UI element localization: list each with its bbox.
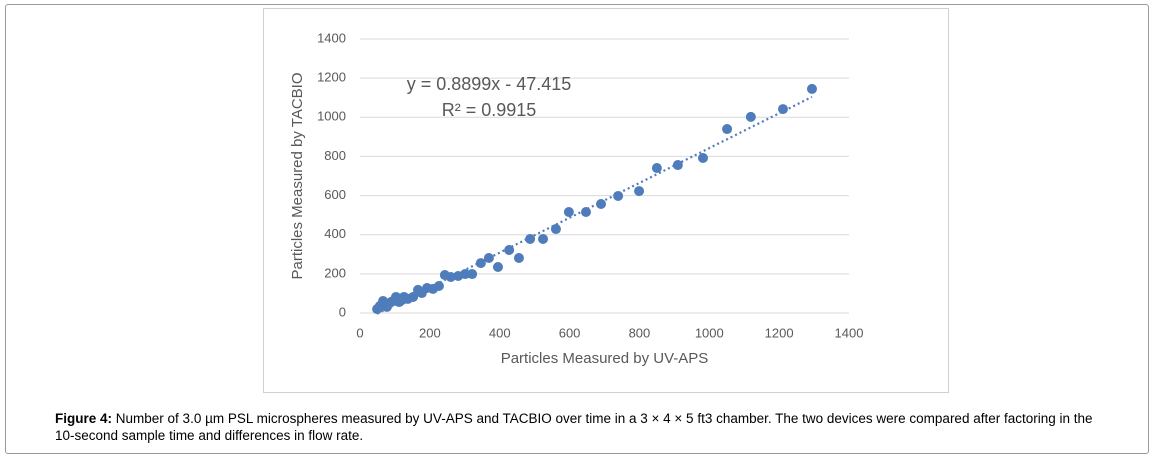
point [806,83,817,94]
point [538,234,549,245]
x-tick-label: 1400 [835,325,864,340]
x-tick-label: 200 [419,325,441,340]
y-tick-label: 1400 [317,30,346,45]
caption-label: Figure 4: [55,411,113,426]
point [697,152,708,163]
point [381,301,392,312]
point [745,111,756,122]
x-tick-label: 1000 [695,325,724,340]
y-axis-label: Particles Measured by TACBIO [289,72,306,279]
x-tick-label: 600 [559,325,581,340]
y-tick-label: 0 [339,304,346,319]
point [525,234,536,245]
point [513,253,524,264]
x-tick-label: 0 [356,325,363,340]
trendline-equation: y = 0.8899x - 47.415 [407,74,572,94]
trendline-r2: R² = 0.9915 [442,100,537,120]
point [672,160,683,171]
point [651,162,662,173]
x-tick-label: 400 [489,325,511,340]
trendline [376,95,813,315]
point [483,253,494,264]
point [777,104,788,115]
y-tick-label: 400 [324,226,346,241]
point [492,262,503,273]
caption-text: Number of 3.0 µm PSL microspheres measur… [55,411,1093,443]
point [563,207,574,218]
y-tick-label: 1200 [317,70,346,85]
point [634,186,645,197]
y-tick-label: 800 [324,148,346,163]
x-axis-label: Particles Measured by UV-APS [501,350,709,367]
point [453,271,464,282]
caption: Figure 4: Number of 3.0 µm PSL microsphe… [55,410,1115,444]
point [467,269,478,280]
figure-frame [5,4,1149,454]
y-tick-label: 600 [324,187,346,202]
point [439,270,450,281]
x-tick-label: 800 [629,325,651,340]
point [504,244,515,255]
point [722,124,733,135]
chart-box [263,8,949,393]
x-tick-label: 1200 [765,325,794,340]
point [372,304,383,315]
point [596,198,607,209]
point [580,207,591,218]
y-tick-label: 200 [324,265,346,280]
point [412,284,423,295]
y-tick-label: 1000 [317,109,346,124]
point [396,295,407,306]
chart: 0 200 400 600 800 1000 1200 1400 0 200 400 600 800 10… [289,30,864,367]
